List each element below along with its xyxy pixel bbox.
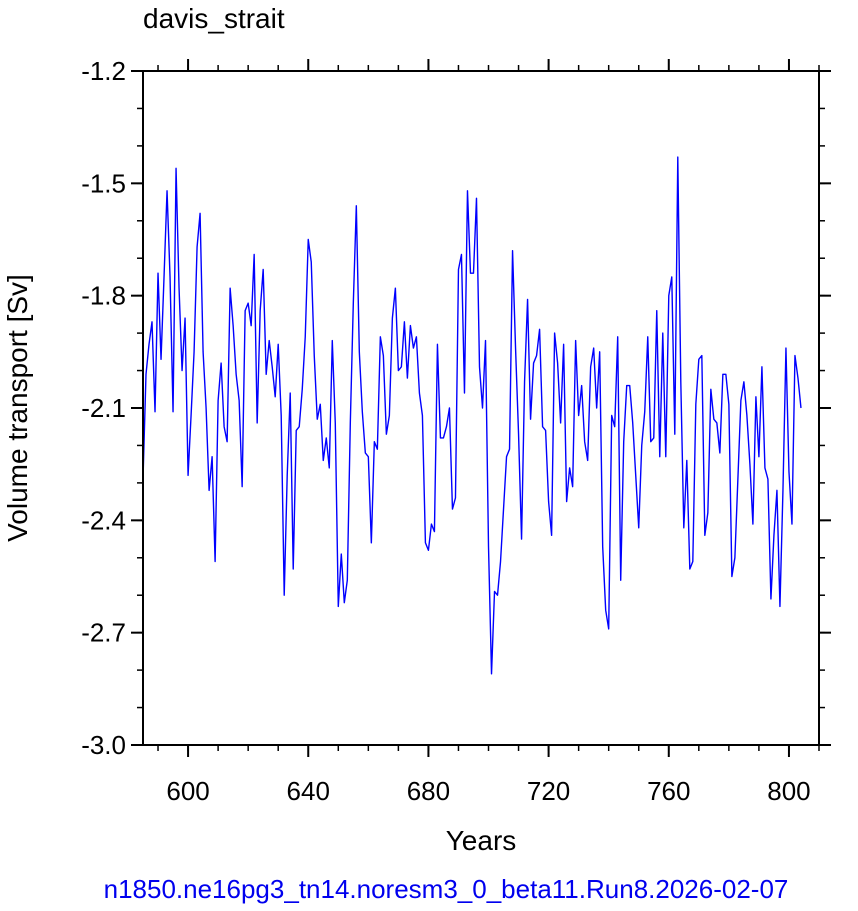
x-tick-label: 800	[767, 776, 810, 806]
series-line	[142, 156, 802, 675]
y-tick-label: -1.2	[81, 56, 126, 86]
chart-title: davis_strait	[143, 3, 285, 34]
x-tick-label: 600	[166, 776, 209, 806]
y-axis-ticks: -1.2 -1.5 -1.8 -2.1 -2.4 -2.7 -3.0	[81, 56, 831, 760]
y-tick-label: -1.5	[81, 168, 126, 198]
x-tick-label: 760	[647, 776, 690, 806]
x-tick-label: 720	[527, 776, 570, 806]
y-tick-label: -2.1	[81, 393, 126, 423]
x-axis-ticks: 600 640 680 720 760 800	[157, 59, 820, 806]
x-axis-label: Years	[446, 825, 517, 856]
y-tick-label: -2.7	[81, 618, 126, 648]
plot-frame	[142, 70, 820, 746]
y-tick-label: -2.4	[81, 505, 126, 535]
x-tick-label: 640	[287, 776, 330, 806]
y-tick-label: -3.0	[81, 730, 126, 760]
y-tick-label: -1.8	[81, 281, 126, 311]
y-axis-label: Volume transport [Sv]	[2, 274, 33, 542]
footer-run-id: n1850.ne16pg3_tn14.noresm3_0_beta11.Run8…	[104, 874, 789, 904]
x-tick-label: 680	[407, 776, 450, 806]
